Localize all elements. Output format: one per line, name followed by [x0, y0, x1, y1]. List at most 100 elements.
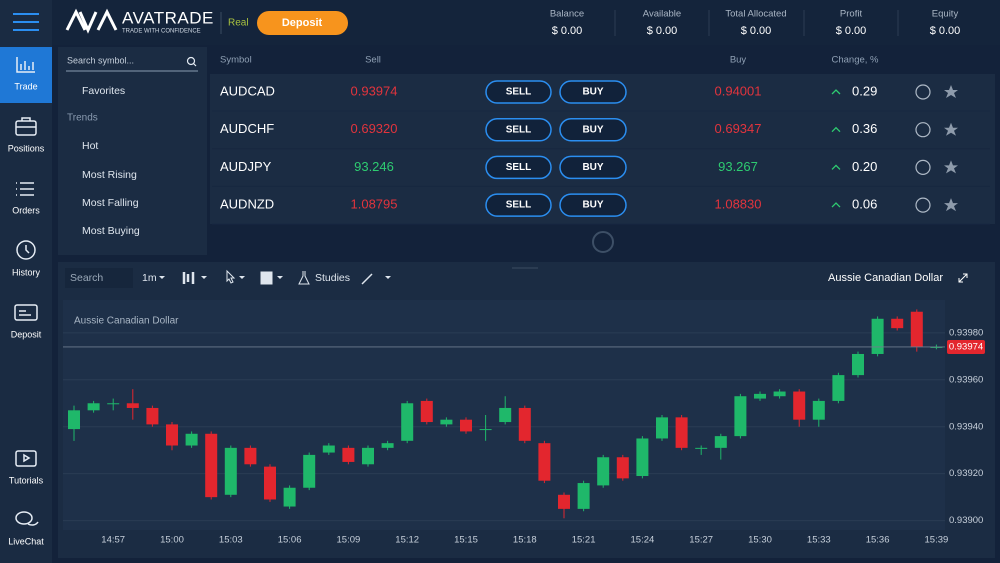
x-tick-label: 14:57 [101, 535, 125, 546]
sell-label[interactable]: SELL [506, 200, 532, 211]
buy-label[interactable]: BUY [582, 200, 603, 211]
x-tick-label: 15:06 [278, 535, 302, 546]
candle-body [558, 494, 570, 509]
buy-label[interactable]: BUY [582, 124, 603, 135]
chart-search-label[interactable]: Search [70, 272, 103, 284]
nav-label[interactable]: History [12, 267, 41, 277]
star-icon[interactable] [944, 198, 958, 212]
caret [159, 276, 165, 279]
sell-label[interactable]: SELL [506, 87, 532, 98]
trend-item[interactable]: Most Falling [82, 197, 139, 209]
candle-body [636, 438, 649, 477]
candle-body [126, 403, 139, 408]
x-tick-label: 15:18 [513, 535, 537, 546]
buy-price: 1.08830 [715, 197, 762, 212]
candle-body [538, 443, 551, 481]
trend-item[interactable]: Most Rising [82, 169, 137, 181]
chart-title: Aussie Canadian Dollar [74, 316, 179, 327]
interval[interactable]: 1m [142, 272, 157, 284]
symbol[interactable]: AUDJPY [220, 159, 272, 174]
buy-price: 93.267 [718, 159, 758, 174]
symbol[interactable]: AUDCAD [220, 83, 275, 98]
star-icon[interactable] [944, 160, 958, 174]
flask-icon[interactable] [298, 271, 310, 285]
candles-icon[interactable] [182, 272, 195, 284]
candle-body [401, 403, 414, 441]
expand-icon[interactable] [958, 273, 968, 283]
x-tick-label: 15:00 [160, 535, 184, 546]
candle-body [577, 483, 590, 509]
buy-button[interactable] [559, 155, 627, 180]
buy-button[interactable] [559, 80, 627, 104]
buy-label[interactable]: BUY [582, 87, 603, 98]
candle-body [479, 429, 492, 431]
candle-body [773, 391, 786, 397]
menu-icon[interactable] [13, 13, 39, 31]
sell-button[interactable] [485, 193, 552, 217]
trend-item[interactable]: Most Buying [82, 225, 140, 237]
sell-button[interactable] [485, 117, 552, 142]
nav-label[interactable]: Positions [8, 143, 45, 153]
column-header: Change, % [831, 55, 879, 66]
stat-label: Balance [550, 9, 584, 20]
trend-item[interactable]: Hot [82, 140, 98, 152]
nav-label[interactable]: LiveChat [8, 536, 44, 546]
star-icon[interactable] [944, 85, 958, 98]
info-icon[interactable] [915, 197, 931, 213]
star-icon[interactable] [944, 122, 958, 136]
caret [385, 276, 391, 279]
price-badge [947, 339, 985, 354]
candle-body [362, 447, 374, 465]
candle-body [460, 419, 472, 432]
nav-label[interactable]: Tutorials [9, 475, 44, 485]
price-label: 0.93974 [949, 341, 983, 352]
candle-body [185, 433, 198, 446]
stat-value: $ 0.00 [647, 25, 678, 37]
sell-price: 0.93974 [351, 83, 398, 98]
sell-button[interactable] [485, 80, 552, 104]
info-icon[interactable] [915, 159, 931, 175]
candle-body [930, 346, 943, 348]
sell-label[interactable]: SELL [506, 124, 532, 135]
symbols-panel [58, 47, 207, 255]
nav-label[interactable]: Deposit [11, 329, 42, 339]
deposit-label[interactable]: Deposit [282, 17, 323, 29]
up-arrow [831, 89, 841, 95]
symbol[interactable]: AUDCHF [220, 121, 274, 136]
candle-body [714, 436, 727, 448]
candle-body [812, 400, 825, 420]
symbol[interactable]: AUDNZD [220, 197, 274, 212]
candle-body [205, 433, 218, 498]
candle-body [734, 396, 747, 437]
y-tick-label: 0.93900 [949, 515, 983, 526]
candle-body [420, 400, 433, 423]
info-icon[interactable] [915, 122, 931, 138]
stat-label: Total Allocated [725, 9, 786, 20]
candle-body [852, 353, 864, 376]
deposit-button[interactable] [257, 11, 348, 35]
layout-icon[interactable] [260, 271, 273, 285]
buy-button[interactable] [559, 117, 627, 142]
caret [239, 276, 245, 279]
chart-search[interactable] [65, 268, 133, 288]
sell-label[interactable]: SELL [506, 162, 532, 173]
candle-body [342, 447, 355, 462]
x-tick-label: 15:09 [337, 535, 361, 546]
candle-body [695, 447, 708, 449]
buy-button[interactable] [559, 193, 627, 217]
favorites[interactable]: Favorites [82, 85, 125, 97]
nav-label[interactable]: Trade [14, 81, 37, 91]
nav-label[interactable]: Orders [12, 205, 40, 215]
draw-icon[interactable] [361, 273, 373, 285]
search-icon[interactable] [186, 56, 197, 67]
info-icon[interactable] [915, 84, 931, 100]
sell-price: 1.08795 [351, 197, 398, 212]
symbol-search[interactable]: Search symbol... [67, 55, 134, 65]
cursor-icon[interactable] [226, 269, 236, 284]
candle-body [244, 447, 257, 465]
buy-label[interactable]: BUY [582, 162, 603, 173]
sell-button[interactable] [485, 155, 552, 180]
studies[interactable]: Studies [315, 272, 350, 284]
column-header: Symbol [220, 55, 252, 66]
